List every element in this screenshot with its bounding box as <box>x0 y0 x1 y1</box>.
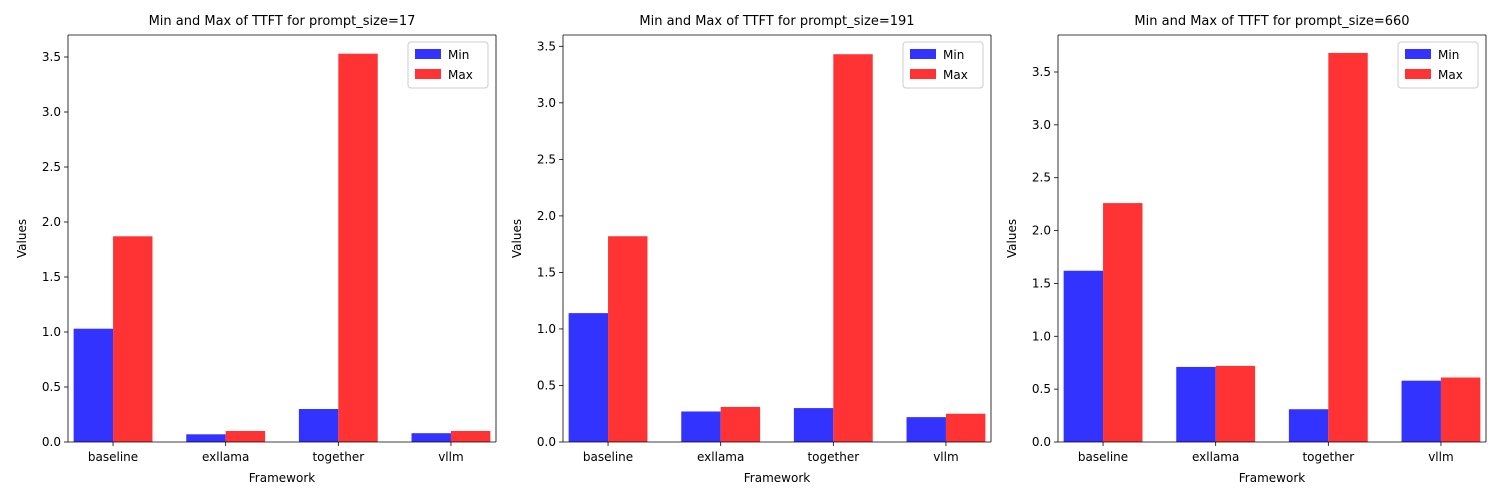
y-tick-label: 1.0 <box>1032 329 1051 343</box>
y-tick-label: 0.5 <box>1032 382 1051 396</box>
chart-panel-3: 0.0 0.5 1.0 1.5 2.0 2.5 3.0 3.5 baseline exllama t… <box>1005 14 1487 485</box>
bar-max-vllm <box>1440 377 1481 442</box>
chart-panel-2: 0.0 0.5 1.0 1.5 2.0 2.5 3.0 3.5 baseline exllama t… <box>510 14 992 485</box>
bar-min-vllm <box>411 433 451 442</box>
chart-title: Min and Max of TTFT for prompt_size=191 <box>639 14 914 29</box>
y-tick-label: 1.0 <box>537 322 556 336</box>
legend-label-max: Max <box>448 68 473 82</box>
bar-max-exllama <box>720 406 761 442</box>
y-tick-label: 3.0 <box>42 105 61 119</box>
y-tick-label: 2.5 <box>42 160 61 174</box>
y-tick-label: 2.0 <box>1032 224 1051 238</box>
x-tick-label: baseline <box>1078 450 1128 464</box>
y-tick-label: 3.5 <box>1032 65 1051 79</box>
legend: Min Max <box>902 41 984 89</box>
x-tick-label: vllm <box>438 450 463 464</box>
chart-title: Min and Max of TTFT for prompt_size=17 <box>149 14 416 29</box>
y-tick-label: 1.5 <box>42 270 61 284</box>
legend-label-max: Max <box>943 68 968 82</box>
x-tick-label: vllm <box>1428 450 1453 464</box>
y-tick-label: 3.5 <box>537 39 556 53</box>
y-tick-label: 2.5 <box>537 152 556 166</box>
y-tick-label: 2.0 <box>42 215 61 229</box>
bar-min-vllm <box>906 417 946 442</box>
y-tick-label: 0.5 <box>42 380 61 394</box>
y-tick-label: 2.0 <box>537 209 556 223</box>
bar-min-baseline <box>1063 270 1104 442</box>
bar-min-together <box>298 409 339 442</box>
bar-max-vllm <box>450 431 491 442</box>
y-tick-label: 3.0 <box>537 96 556 110</box>
legend-label-max: Max <box>1438 68 1463 82</box>
y-tick-label: 0.0 <box>537 435 556 449</box>
y-tick-label: 1.0 <box>42 325 61 339</box>
legend-swatch-min <box>910 49 936 59</box>
bar-max-vllm <box>945 413 986 442</box>
legend-swatch-min <box>1405 49 1431 59</box>
bar-min-vllm <box>1401 380 1441 442</box>
bar-min-together <box>1288 409 1329 442</box>
x-tick-label: exllama <box>697 450 744 464</box>
legend-swatch-min <box>415 49 441 59</box>
bar-max-together <box>1328 52 1368 442</box>
chart-panel-1: 0.0 0.5 1.0 1.5 2.0 2.5 3.0 3.5 baseline exllama t… <box>15 14 497 485</box>
bar-min-exllama <box>681 411 721 442</box>
y-axis-label: Values <box>510 219 524 258</box>
bar-max-together <box>338 53 378 442</box>
legend: Min Max <box>407 41 489 89</box>
x-tick-label: baseline <box>583 450 633 464</box>
y-tick-label: 0.0 <box>42 435 61 449</box>
y-axis-label: Values <box>15 219 29 258</box>
x-tick-label: exllama <box>1192 450 1239 464</box>
legend: Min Max <box>1397 41 1479 89</box>
x-tick-label: vllm <box>933 450 958 464</box>
y-tick-label: 0.5 <box>537 378 556 392</box>
bar-min-exllama <box>1176 366 1216 442</box>
x-axis-label: Framework <box>1239 471 1305 485</box>
x-axis-label: Framework <box>744 471 810 485</box>
legend-label-min: Min <box>1438 48 1459 62</box>
x-axis-label: Framework <box>249 471 315 485</box>
bar-min-baseline <box>73 328 114 442</box>
bar-min-baseline <box>568 313 609 442</box>
bar-max-exllama <box>225 431 266 442</box>
bar-max-baseline <box>113 236 153 442</box>
legend-swatch-max <box>910 69 936 79</box>
y-tick-label: 3.5 <box>42 50 61 64</box>
legend-label-min: Min <box>943 48 964 62</box>
legend-swatch-max <box>415 69 441 79</box>
y-axis-label: Values <box>1005 219 1019 258</box>
bar-max-together <box>833 54 873 442</box>
bar-max-baseline <box>608 236 648 442</box>
y-tick-label: 0.0 <box>1032 435 1051 449</box>
x-tick-label: baseline <box>88 450 138 464</box>
bar-min-exllama <box>186 434 226 442</box>
bar-max-exllama <box>1215 365 1256 442</box>
legend-label-min: Min <box>448 48 469 62</box>
y-tick-label: 1.5 <box>537 265 556 279</box>
bar-max-baseline <box>1103 203 1143 442</box>
y-tick-label: 3.0 <box>1032 118 1051 132</box>
x-tick-label: together <box>807 450 859 464</box>
x-tick-label: together <box>1302 450 1354 464</box>
bar-min-together <box>793 408 834 442</box>
y-tick-label: 1.5 <box>1032 276 1051 290</box>
y-tick-label: 2.5 <box>1032 171 1051 185</box>
legend-swatch-max <box>1405 69 1431 79</box>
x-tick-label: together <box>312 450 364 464</box>
x-tick-label: exllama <box>202 450 249 464</box>
chart-title: Min and Max of TTFT for prompt_size=660 <box>1134 14 1409 29</box>
